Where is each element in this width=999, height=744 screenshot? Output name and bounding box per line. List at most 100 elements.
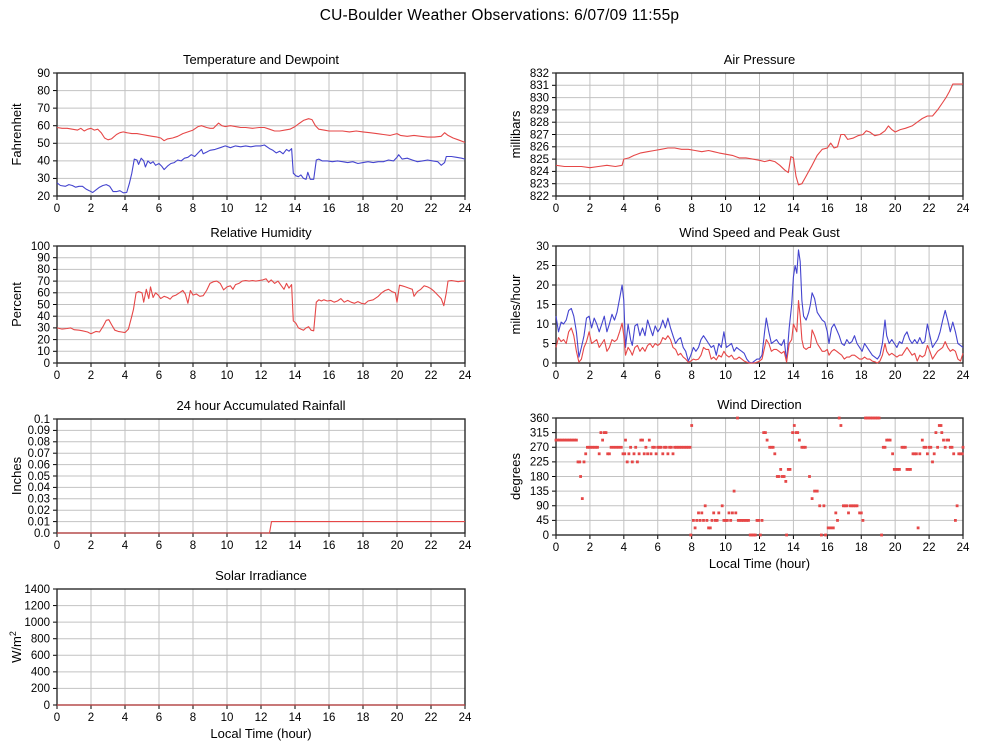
y-tick-label: 225 — [530, 457, 549, 469]
x-tick-label: 24 — [957, 203, 970, 215]
peak_gust-line — [555, 249, 964, 364]
x-tick-label: 18 — [357, 203, 370, 215]
y-tick-label: 70 — [37, 103, 50, 115]
x-axis-label: Local Time (hour) — [709, 556, 810, 571]
y-axis-label: Percent — [9, 282, 24, 327]
wind_direction-points — [554, 416, 965, 537]
x-tick-label: 8 — [688, 542, 694, 554]
x-tick-label: 12 — [753, 370, 766, 382]
x-tick-label: 18 — [855, 542, 868, 554]
x-tick-label: 10 — [719, 370, 732, 382]
y-tick-label: 0.08 — [28, 437, 50, 449]
y-tick-label: 15 — [536, 299, 549, 311]
wind_speed-line — [555, 300, 964, 364]
y-tick-label: 0.04 — [28, 482, 51, 494]
y-tick-label: 90 — [37, 253, 50, 265]
x-tick-label: 2 — [88, 370, 94, 382]
x-tick-label: 4 — [621, 370, 628, 382]
x-tick-label: 18 — [357, 712, 370, 724]
x-tick-label: 6 — [156, 712, 162, 724]
x-tick-label: 0 — [553, 203, 559, 215]
x-tick-label: 24 — [459, 370, 472, 382]
y-tick-label: 1000 — [24, 617, 50, 629]
y-tick-label: 20 — [536, 280, 549, 292]
x-tick-label: 0 — [54, 370, 60, 382]
y-axis-label: Fahrenheit — [9, 103, 24, 166]
dewpoint-line — [56, 144, 466, 194]
y-tick-label: 40 — [37, 311, 50, 323]
x-tick-label: 8 — [688, 370, 694, 382]
y-tick-label: 0.02 — [28, 505, 50, 517]
x-tick-label: 6 — [156, 203, 162, 215]
x-tick-label: 12 — [255, 370, 268, 382]
x-tick-label: 22 — [923, 542, 936, 554]
x-tick-label: 12 — [255, 203, 268, 215]
x-tick-label: 14 — [289, 712, 302, 724]
plot-border — [56, 72, 466, 197]
y-tick-label: 50 — [37, 299, 50, 311]
x-tick-label: 24 — [459, 540, 472, 552]
x-tick-label: 16 — [323, 712, 336, 724]
x-tick-label: 18 — [855, 370, 868, 382]
y-tick-label: 70 — [37, 276, 50, 288]
y-tick-label: 315 — [530, 427, 549, 439]
x-tick-label: 2 — [587, 370, 593, 382]
x-tick-label: 20 — [391, 370, 404, 382]
x-tick-label: 16 — [821, 370, 834, 382]
temperature-line — [56, 118, 466, 143]
y-tick-label: 30 — [37, 173, 50, 185]
x-tick-label: 14 — [289, 540, 302, 552]
y-tick-label: 822 — [530, 191, 549, 203]
x-tick-label: 0 — [553, 370, 559, 382]
y-tick-label: 0.07 — [28, 448, 50, 460]
chart-title: Air Pressure — [724, 52, 796, 67]
x-tick-label: 16 — [323, 540, 336, 552]
chart-accumulated-rainfall: 0.00.010.020.030.040.050.060.070.080.090… — [9, 398, 472, 552]
x-tick-label: 4 — [122, 203, 129, 215]
chart-title: Wind Direction — [717, 397, 802, 412]
y-axis-label: miles/hour — [508, 274, 523, 335]
y-tick-label: 828 — [530, 117, 549, 129]
x-tick-label: 2 — [88, 540, 94, 552]
y-tick-label: 20 — [37, 191, 50, 203]
x-tick-label: 8 — [190, 370, 196, 382]
y-tick-label: 60 — [37, 121, 50, 133]
x-tick-label: 24 — [459, 203, 472, 215]
x-tick-label: 6 — [655, 370, 661, 382]
x-tick-label: 12 — [753, 203, 766, 215]
x-tick-label: 12 — [255, 540, 268, 552]
x-tick-label: 4 — [122, 540, 129, 552]
x-tick-label: 18 — [357, 370, 370, 382]
chart-title: Solar Irradiance — [215, 568, 307, 583]
y-tick-label: 90 — [536, 501, 549, 513]
y-tick-label: 40 — [37, 156, 50, 168]
x-tick-label: 22 — [923, 203, 936, 215]
y-tick-label: 0 — [543, 530, 549, 542]
y-axis-label: millibars — [508, 110, 523, 158]
x-tick-label: 24 — [459, 712, 472, 724]
x-tick-label: 10 — [221, 540, 234, 552]
x-tick-label: 12 — [753, 542, 766, 554]
y-tick-label: 200 — [31, 683, 50, 695]
x-tick-label: 6 — [655, 203, 661, 215]
x-tick-label: 10 — [221, 370, 234, 382]
y-tick-label: 80 — [37, 85, 50, 97]
x-tick-label: 24 — [957, 542, 970, 554]
x-tick-label: 22 — [425, 370, 438, 382]
x-tick-label: 16 — [323, 370, 336, 382]
x-tick-label: 16 — [323, 203, 336, 215]
x-tick-label: 2 — [88, 203, 94, 215]
y-tick-label: 600 — [31, 650, 50, 662]
y-tick-label: 135 — [530, 486, 549, 498]
x-tick-label: 16 — [821, 542, 834, 554]
y-tick-label: 831 — [530, 80, 549, 92]
y-tick-label: 0 — [543, 358, 549, 370]
x-tick-label: 10 — [221, 712, 234, 724]
y-tick-label: 1400 — [24, 584, 50, 596]
x-tick-label: 20 — [889, 203, 902, 215]
y-tick-label: 45 — [536, 515, 549, 527]
